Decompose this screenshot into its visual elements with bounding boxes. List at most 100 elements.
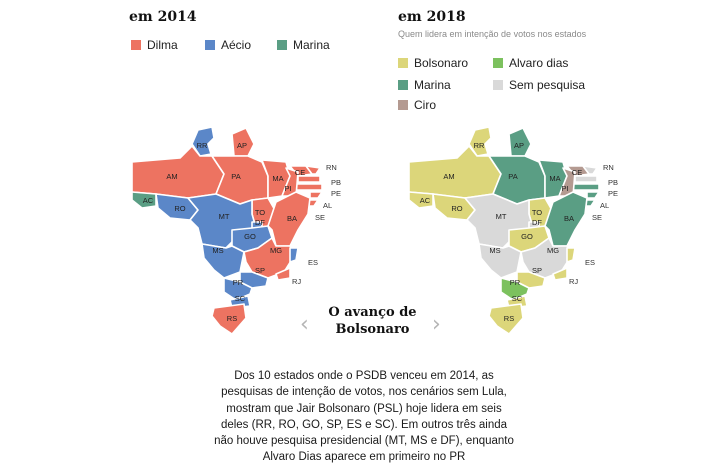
carousel-caption: O avanço de Bolsonaro (328, 305, 417, 337)
state-label-to: TO (255, 208, 265, 217)
state-label-ce: CE (295, 168, 305, 177)
legend-label: Aécio (221, 38, 252, 52)
state-label-go: GO (521, 232, 533, 241)
state-rj (275, 267, 291, 281)
state-al (309, 191, 323, 199)
state-pr (223, 277, 253, 301)
state-label-pi: PI (284, 184, 291, 193)
state-label-es: ES (585, 258, 595, 267)
legend-item-bolsonaro: Bolsonaro (398, 56, 468, 70)
state-label-se: SE (592, 213, 602, 222)
state-al (586, 191, 600, 199)
state-label-rr: RR (474, 141, 485, 150)
state-label-ma: MA (272, 174, 283, 183)
state-ba (544, 191, 588, 247)
legend-item-marina: Marina (277, 38, 330, 52)
state-label-pr: PR (233, 278, 244, 287)
state-label-am: AM (166, 172, 177, 181)
swatch-marina (277, 40, 287, 50)
state-pr (500, 277, 530, 301)
state-rn (305, 165, 321, 175)
state-label-pa: PA (231, 172, 240, 181)
brazil-map-2018: RR AP AM PA MA CE RN PB PE AL SE PI AC RO TO MT BA DF GO MS… (408, 126, 618, 335)
swatch-ciro (398, 100, 408, 110)
swatch-marina (398, 80, 408, 90)
state-label-rj: RJ (569, 277, 578, 286)
state-label-rr: RR (197, 141, 208, 150)
legend-item-alvaro-dias: Alvaro dias (493, 56, 568, 70)
legend-item-dilma: Dilma (131, 38, 178, 52)
legend-label: Sem pesquisa (509, 78, 586, 92)
state-label-ap: AP (514, 141, 524, 150)
state-label-pa: PA (508, 172, 517, 181)
next-arrow-button[interactable]: › (432, 312, 441, 337)
legend-item-marina-2018: Marina (398, 78, 451, 92)
state-label-mt: MT (496, 212, 507, 221)
swatch-sem-pesquisa (493, 80, 503, 90)
state-label-pb: PB (331, 178, 341, 187)
swatch-dilma (131, 40, 141, 50)
state-ba (267, 191, 311, 247)
prev-arrow-button[interactable]: ‹ (300, 312, 309, 337)
swatch-alvaro-dias (493, 58, 503, 68)
state-label-al: AL (600, 201, 609, 210)
state-label-mt: MT (219, 212, 230, 221)
state-label-mg: MG (547, 246, 559, 255)
state-pe (572, 183, 600, 191)
legend-label: Marina (293, 38, 330, 52)
state-label-ce: CE (572, 168, 582, 177)
state-ap (508, 127, 532, 157)
state-label-sc: SC (235, 294, 246, 303)
state-ap (231, 127, 255, 157)
state-label-ro: RO (174, 204, 185, 213)
state-label-pi: PI (561, 184, 568, 193)
article-paragraph: Dos 10 estados onde o PSDB venceu em 201… (214, 370, 514, 464)
legend-label: Marina (414, 78, 451, 92)
state-rs (211, 303, 247, 335)
state-label-ms: MS (489, 246, 500, 255)
state-label-pb: PB (608, 178, 618, 187)
state-label-sp: SP (255, 266, 265, 275)
state-ac (408, 191, 434, 209)
state-label-ms: MS (212, 246, 223, 255)
state-label-rs: RS (504, 314, 514, 323)
state-pe (295, 183, 323, 191)
state-label-ba: BA (287, 214, 297, 223)
state-label-pr: PR (510, 278, 521, 287)
panel-subtitle-2018: Quem lidera em intenção de votos nos est… (398, 29, 587, 39)
state-label-go: GO (244, 232, 256, 241)
state-ac (131, 191, 157, 209)
state-label-es: ES (308, 258, 318, 267)
state-label-to: TO (532, 208, 542, 217)
legend-item-aecio: Aécio (205, 38, 251, 52)
legend-label: Dilma (147, 38, 178, 52)
state-label-ap: AP (237, 141, 247, 150)
state-label-rn: RN (326, 163, 337, 172)
state-rr (191, 126, 215, 157)
legend-label: Alvaro dias (509, 56, 569, 70)
state-label-df: DF (255, 218, 265, 227)
state-rs (488, 303, 524, 335)
state-label-ma: MA (549, 174, 560, 183)
state-label-ac: AC (143, 196, 154, 205)
state-label-al: AL (323, 201, 332, 210)
state-label-pe: PE (608, 189, 618, 198)
state-label-pe: PE (331, 189, 341, 198)
state-label-ac: AC (420, 196, 431, 205)
legend-item-sem-pesquisa: Sem pesquisa (493, 78, 585, 92)
panel-title-2014: em 2014 (129, 9, 197, 25)
state-es (566, 247, 576, 263)
swatch-bolsonaro (398, 58, 408, 68)
legend-item-ciro: Ciro (398, 98, 436, 112)
state-label-rj: RJ (292, 277, 301, 286)
legend-label: Bolsonaro (414, 56, 469, 70)
state-rj (552, 267, 568, 281)
state-label-mg: MG (270, 246, 282, 255)
state-label-am: AM (443, 172, 454, 181)
swatch-aecio (205, 40, 215, 50)
legend-label: Ciro (414, 98, 437, 112)
state-label-se: SE (315, 213, 325, 222)
state-label-df: DF (532, 218, 542, 227)
state-label-ba: BA (564, 214, 574, 223)
state-label-rs: RS (227, 314, 237, 323)
